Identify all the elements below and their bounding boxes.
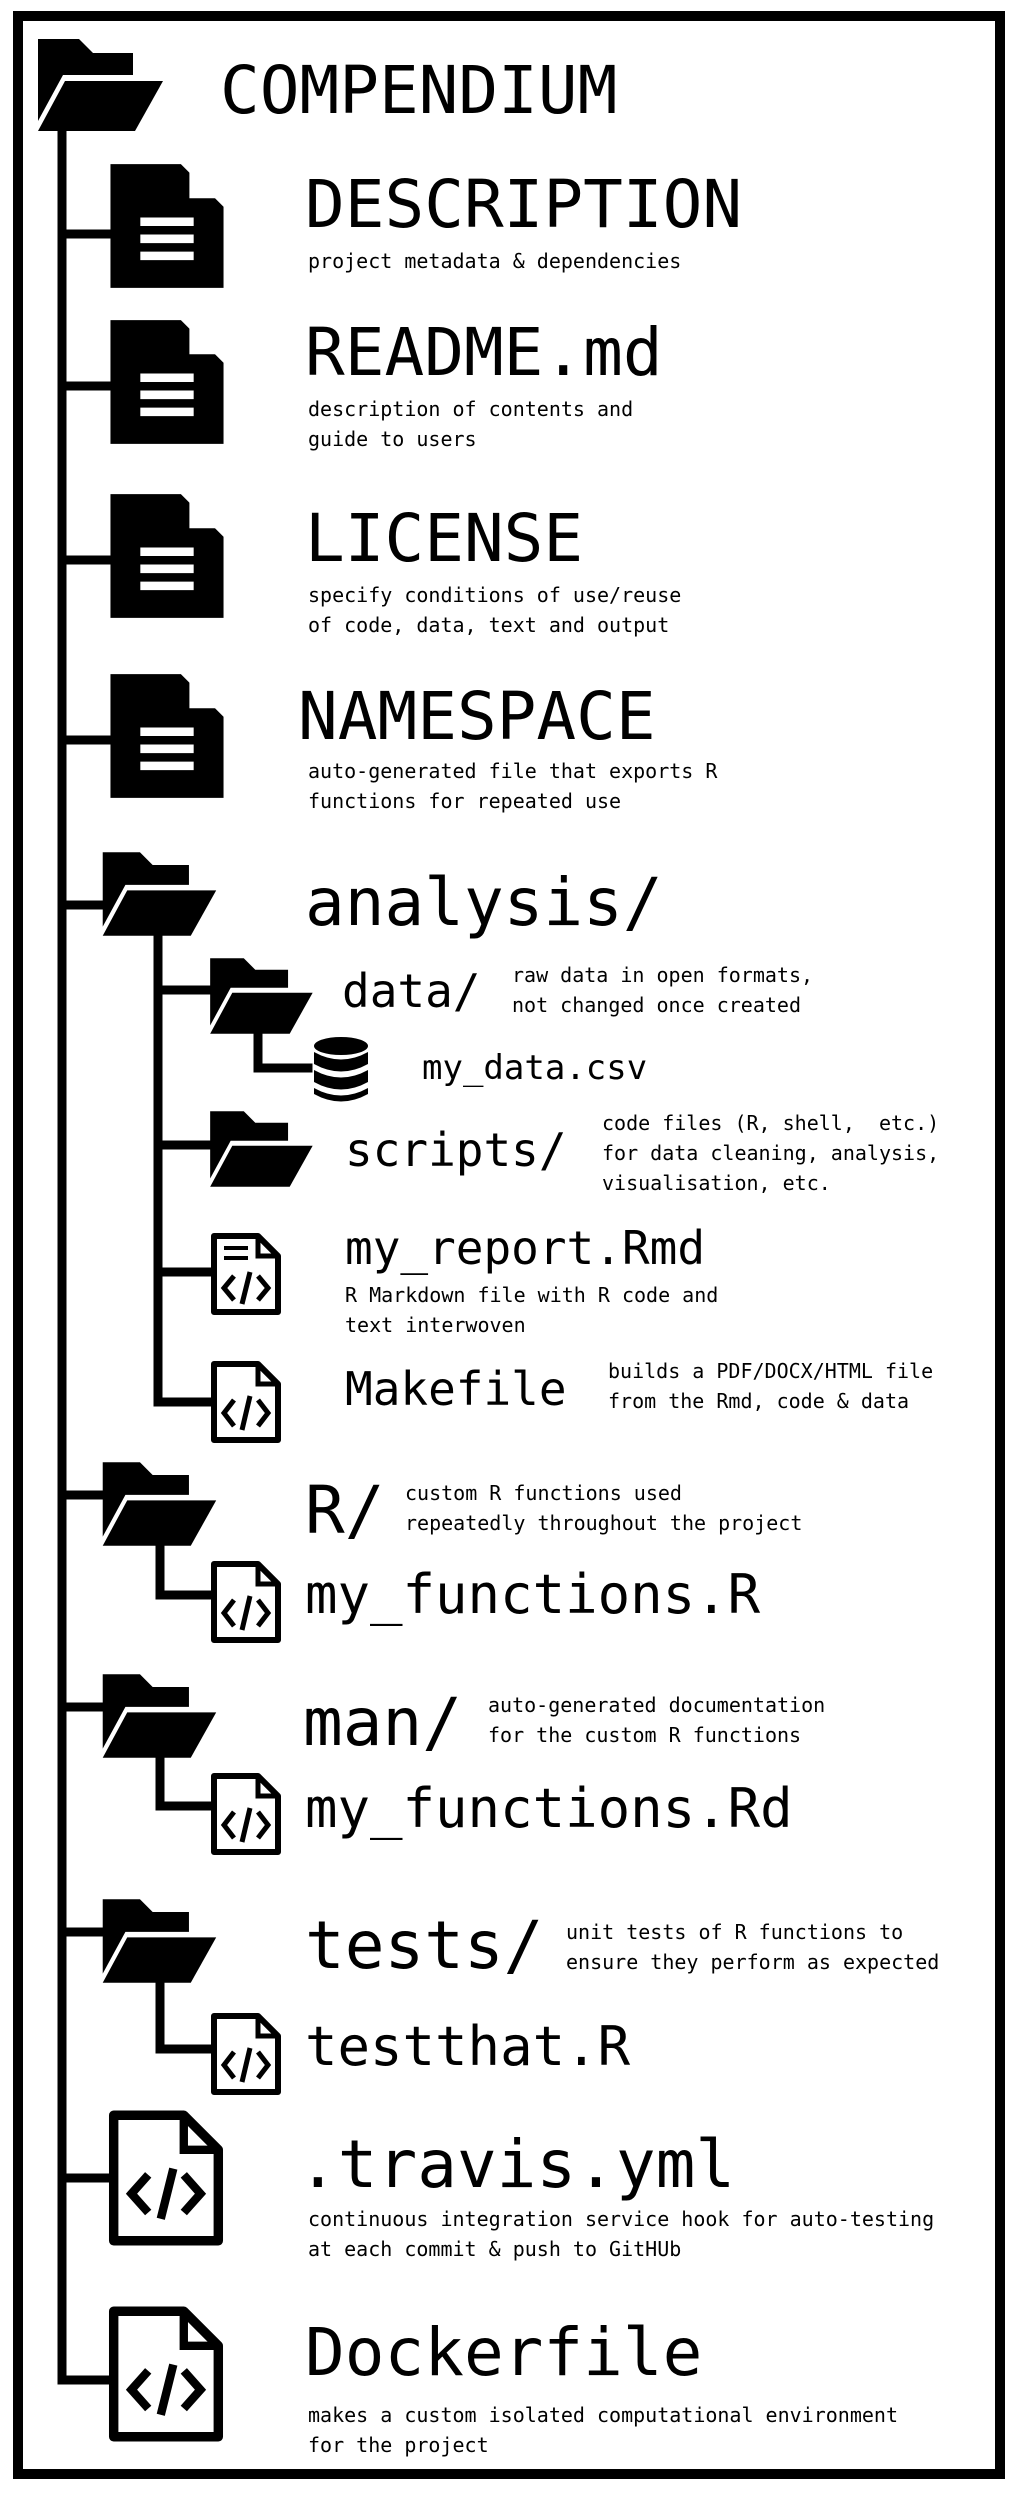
document-icon — [110, 674, 224, 798]
license-desc-line-2: of code, data, text and output — [308, 613, 670, 637]
root-folder-label: COMPENDIUM — [220, 52, 618, 129]
r-desc-line-2: repeatedly throughout the project — [405, 1511, 803, 1535]
code-file-icon — [211, 2013, 281, 2095]
folder-icon — [210, 1111, 313, 1187]
code-file-icon — [211, 1773, 281, 1855]
man-desc-line-1: auto-generated documentation — [488, 1693, 826, 1717]
frame-border — [13, 11, 1005, 2479]
data-desc-line-2: not changed once created — [512, 993, 801, 1017]
folder-icon — [102, 1462, 217, 1546]
license-file-label: LICENSE — [305, 500, 584, 577]
scripts-desc-line-2: for data cleaning, analysis, — [602, 1141, 940, 1165]
code-file-icon — [108, 2306, 224, 2442]
tests-folder-label: tests/ — [305, 1907, 544, 1984]
dockerfile-desc-line-1: makes a custom isolated computational en… — [308, 2403, 899, 2427]
description-desc-line-1: project metadata & dependencies — [308, 249, 682, 273]
database-icon — [314, 1037, 368, 1102]
readme-desc-line-1: description of contents and — [308, 397, 634, 421]
folder-icon — [38, 39, 163, 131]
document-icon — [110, 494, 224, 618]
readme-desc-line-2: guide to users — [308, 427, 477, 451]
folder-icon — [210, 958, 313, 1034]
makefile-file-label: Makefile — [345, 1362, 567, 1416]
report-file-label: my_report.Rmd — [345, 1221, 706, 1275]
document-icon — [110, 320, 224, 444]
makefile-desc-line-2: from the Rmd, code & data — [608, 1389, 910, 1413]
namespace-desc-line-1: auto-generated file that exports R — [308, 759, 718, 783]
folder-icon — [102, 852, 217, 936]
folder-icon — [102, 1899, 217, 1983]
man-desc-line-2: for the custom R functions — [488, 1723, 802, 1747]
data-folder-label: data/ — [342, 964, 481, 1018]
scripts-desc-line-3: visualisation, etc. — [602, 1171, 831, 1195]
namespace-file-label: NAMESPACE — [298, 678, 656, 755]
document-icon — [110, 164, 224, 288]
travis-desc-line-2: at each commit & push to GitHUb — [308, 2237, 682, 2261]
readme-file-label: README.md — [305, 314, 663, 391]
tests-desc-line-1: unit tests of R functions to — [566, 1920, 904, 1944]
folder-icon — [102, 1674, 217, 1758]
data-file-label: my_data.csv — [422, 1048, 648, 1088]
makefile-desc-line-1: builds a PDF/DOCX/HTML file — [608, 1359, 934, 1383]
code-file-icon — [211, 1561, 281, 1643]
man-rd-file-label: my_functions.Rd — [305, 1777, 793, 1840]
r-folder-label: R/ — [305, 1472, 385, 1549]
travis-desc-line-1: continuous integration service hook for … — [308, 2207, 935, 2231]
scripts-folder-label: scripts/ — [345, 1123, 567, 1177]
r-desc-line-1: custom R functions used — [405, 1481, 682, 1505]
dockerfile-desc-line-2: for the project — [308, 2433, 489, 2457]
analysis-folder-label: analysis/ — [305, 864, 663, 941]
tests-desc-line-2: ensure they perform as expected — [566, 1950, 940, 1974]
travis-file-label: .travis.yml — [298, 2126, 736, 2203]
namespace-desc-line-2: functions for repeated use — [308, 789, 622, 813]
report-desc-line-1: R Markdown file with R code and — [345, 1283, 719, 1307]
testthat-file-label: testthat.R — [305, 2015, 631, 2078]
rmarkdown-file-icon — [211, 1233, 281, 1315]
r-functions-file-label: my_functions.R — [305, 1563, 761, 1626]
description-file-label: DESCRIPTION — [305, 166, 743, 243]
dockerfile-file-label: Dockerfile — [305, 2314, 703, 2391]
man-folder-label: man/ — [303, 1684, 462, 1761]
code-file-icon — [108, 2110, 224, 2246]
data-desc-line-1: raw data in open formats, — [512, 963, 814, 987]
license-desc-line-1: specify conditions of use/reuse — [308, 583, 682, 607]
scripts-desc-line-1: code files (R, shell, etc.) — [602, 1111, 940, 1135]
report-desc-line-2: text interwoven — [345, 1313, 526, 1337]
code-file-icon — [211, 1361, 281, 1443]
